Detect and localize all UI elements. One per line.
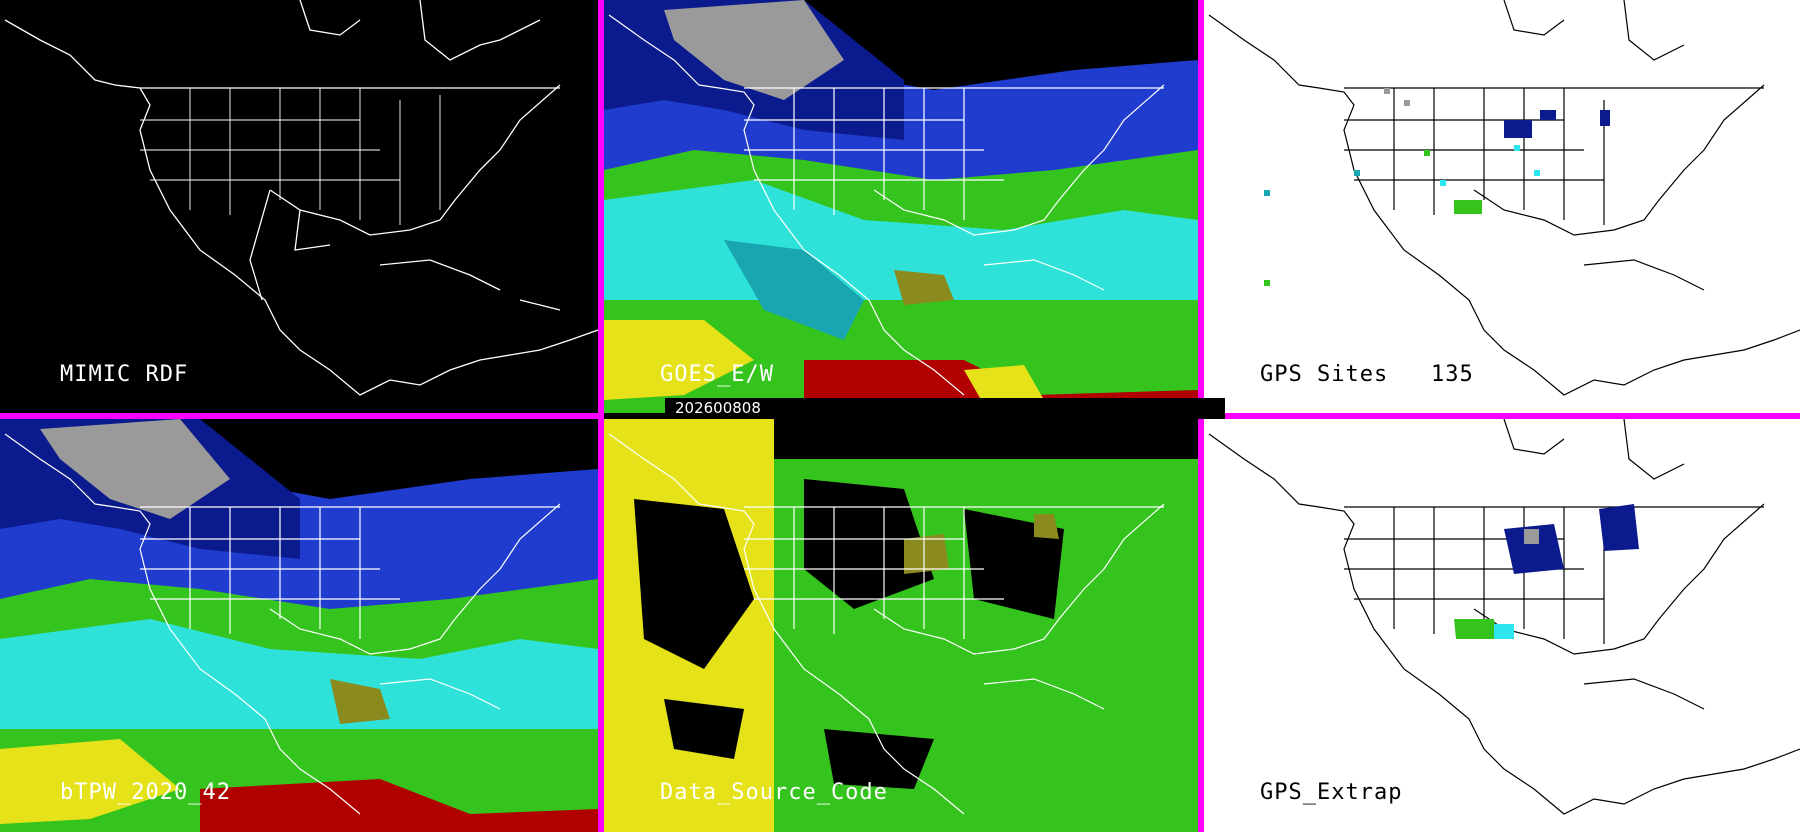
data-source-code-panel: Data_Source_Code [604, 419, 1198, 832]
horizontal-separator-left [0, 413, 598, 419]
gps-extrap-map [1208, 419, 1800, 815]
coastline-outline [1208, 0, 1800, 396]
timestamp: 202600808 [675, 399, 761, 417]
goes-map [604, 0, 1198, 413]
gps-sites-title: GPS Sites [1260, 362, 1389, 387]
timestamp-bar: 202600808 [665, 398, 1225, 419]
coastline-outline [4, 433, 561, 815]
gps-site-count: 135 [1430, 362, 1474, 387]
mimic-rdf-map [4, 0, 598, 396]
state-borders [140, 88, 441, 225]
btpw-panel: bTPW_2020_42 [0, 419, 598, 832]
vertical-separator-left [598, 0, 604, 832]
horizontal-separator-right [1204, 413, 1800, 419]
btpw-map [0, 419, 598, 832]
panel-label: bTPW_2020_42 [60, 780, 231, 805]
gps-extrap-field [1454, 504, 1639, 639]
goes-panel: GOES_E/W [604, 0, 1198, 413]
tpw-field [0, 419, 598, 832]
coastline-outline [1208, 419, 1800, 815]
coastline-outline [608, 433, 1165, 815]
mimic-rdf-panel: MIMIC RDF [0, 0, 598, 413]
source-field [604, 419, 1198, 832]
panel-label: GPS Sites 135 [1260, 362, 1474, 387]
gps-site-markers [1264, 88, 1610, 286]
panel-label: GPS_Extrap [1260, 780, 1403, 805]
panel-label: GOES_E/W [660, 362, 774, 387]
gps-sites-map [1208, 0, 1800, 396]
coastline [4, 19, 598, 396]
panel-label: MIMIC RDF [60, 362, 189, 387]
panel-label: Data_Source_Code [660, 780, 888, 805]
gps-sites-panel: GPS Sites 135 [1204, 0, 1800, 413]
data-source-map [604, 419, 1198, 832]
tpw-field [604, 0, 1198, 413]
coastline-outline [608, 14, 1165, 396]
gps-extrap-panel: GPS_Extrap [1204, 419, 1800, 832]
